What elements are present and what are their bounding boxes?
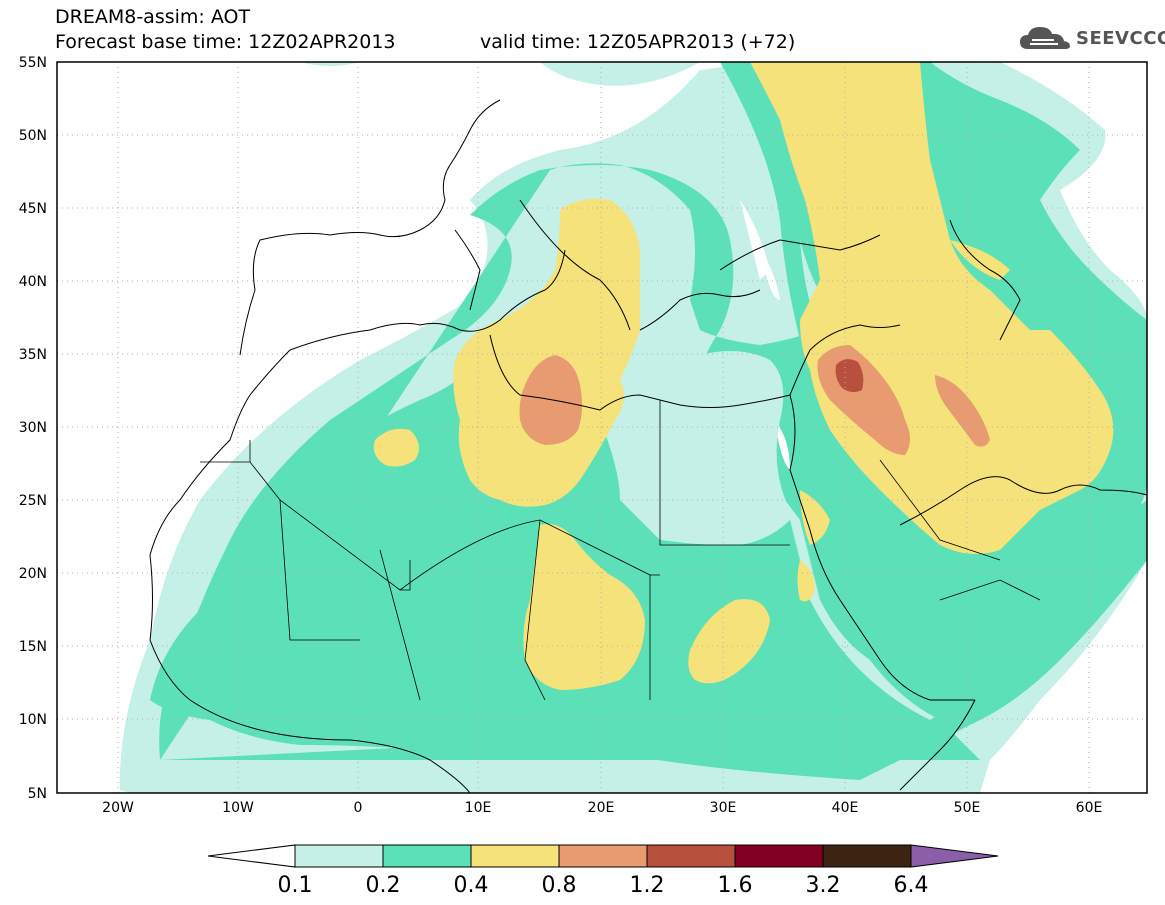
colorbar-segment — [734, 844, 824, 868]
valid-time: valid time: 12Z05APR2013 (+72) — [480, 31, 796, 53]
colorbar-tick-label: 1.2 — [630, 873, 665, 898]
lat-label: 10N — [19, 712, 47, 728]
colorbar-segment — [558, 844, 648, 868]
colorbar-segment — [382, 844, 472, 868]
colorbar: 0.1 0.2 0.4 0.8 1.2 1.6 3.2 6.4 — [207, 844, 999, 898]
lon-label: 60E — [1076, 800, 1103, 816]
lat-label: 35N — [19, 347, 47, 363]
colorbar-high-arrow — [910, 844, 999, 868]
colorbar-tick-label: 0.1 — [278, 873, 313, 898]
map-frame — [56, 61, 1148, 794]
lat-label: 40N — [19, 274, 47, 290]
lon-label: 20W — [102, 800, 134, 816]
graticule — [57, 62, 1147, 793]
lon-label: 50E — [954, 800, 981, 816]
lat-label: 55N — [19, 55, 47, 71]
lon-axis: 20W 10W 0 10E 20E 30E 40E 50E 60E — [102, 800, 1102, 816]
colorbar-low-arrow — [207, 844, 296, 868]
lat-label: 25N — [19, 493, 47, 509]
colorbar-segment — [470, 844, 560, 868]
colorbar-tick-label: 0.2 — [366, 873, 401, 898]
forecast-base-time: Forecast base time: 12Z02APR2013 — [55, 31, 396, 53]
colorbar-tick-label: 6.4 — [894, 873, 929, 898]
lon-label: 40E — [832, 800, 859, 816]
colorbar-segment — [646, 844, 736, 868]
aot-band-0.4 — [453, 198, 640, 507]
chart-title: DREAM8-assim: AOT — [55, 6, 251, 28]
lat-label: 30N — [19, 420, 47, 436]
lon-label: 10E — [465, 800, 492, 816]
lat-label: 15N — [19, 639, 47, 655]
lon-label: 10W — [222, 800, 254, 816]
lat-axis: 55N 50N 45N 40N 35N 30N 25N 20N 15N 10N … — [19, 55, 47, 802]
lat-label: 50N — [19, 128, 47, 144]
colorbar-segment — [822, 844, 912, 868]
lat-label: 20N — [19, 566, 47, 582]
borders — [200, 400, 1041, 701]
logo-text: SEEVCCC — [1076, 27, 1165, 49]
lon-label: 0 — [354, 800, 363, 816]
colorbar-tick-label: 1.6 — [718, 873, 753, 898]
colorbar-tick-label: 0.4 — [454, 873, 489, 898]
coastlines — [149, 99, 1147, 793]
lat-label: 5N — [28, 786, 47, 802]
seevccc-logo: SEEVCCC — [1018, 22, 1165, 54]
colorbar-tick-label: 3.2 — [806, 873, 841, 898]
lon-label: 30E — [710, 800, 737, 816]
colorbar-tick-label: 0.8 — [542, 873, 577, 898]
cloud-icon — [1020, 27, 1070, 49]
lon-label: 20E — [588, 800, 615, 816]
colorbar-segment — [294, 844, 384, 868]
aot-band-1.2 — [835, 359, 864, 393]
lat-label: 45N — [19, 201, 47, 217]
